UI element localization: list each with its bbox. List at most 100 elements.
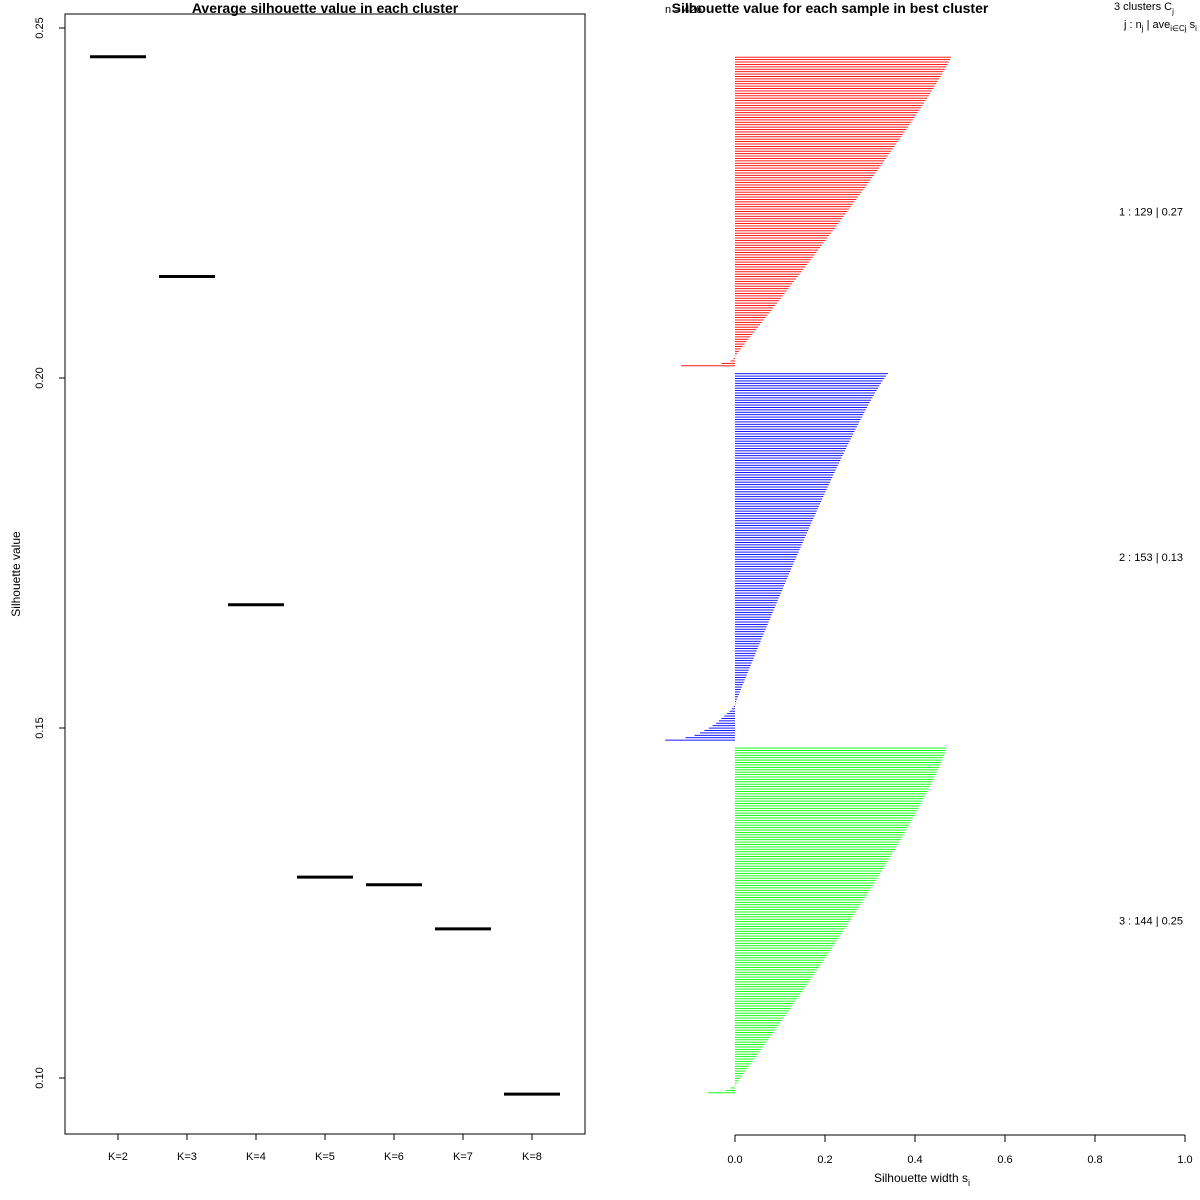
silhouette-bar-cluster-1 — [735, 162, 883, 164]
silhouette-bar-cluster-2 — [735, 616, 771, 618]
silhouette-bar-cluster-3 — [735, 894, 867, 896]
silhouette-bar-cluster-1 — [730, 360, 735, 362]
silhouette-bar-cluster-3 — [735, 762, 942, 763]
left-x-tick-label: K=3 — [177, 1151, 197, 1163]
silhouette-bar-cluster-3 — [735, 812, 916, 814]
silhouette-bar-cluster-3 — [735, 846, 897, 848]
silhouette-bar-cluster-2 — [735, 561, 795, 563]
right-x-tick-label: 0.4 — [907, 1154, 922, 1166]
silhouette-bar-cluster-2 — [665, 739, 735, 741]
silhouette-bar-cluster-2 — [735, 696, 738, 698]
silhouette-bar-cluster-2 — [735, 537, 805, 539]
silhouette-bar-cluster-2 — [735, 474, 834, 476]
silhouette-bar-cluster-3 — [735, 841, 900, 843]
silhouette-bar-cluster-2 — [735, 667, 750, 669]
silhouette-bar-cluster-2 — [735, 556, 797, 558]
silhouette-bar-cluster-3 — [735, 750, 946, 751]
silhouette-bar-cluster-2 — [735, 457, 842, 459]
silhouette-bar-cluster-3 — [735, 1010, 789, 1012]
silhouette-bar-cluster-3 — [735, 983, 808, 985]
silhouette-bar-cluster-1 — [735, 268, 804, 270]
silhouette-bar-cluster-2 — [735, 549, 800, 551]
silhouette-bar-cluster-2 — [735, 380, 883, 382]
silhouette-bar-cluster-1 — [735, 329, 757, 331]
silhouette-bar-cluster-3 — [735, 856, 891, 857]
silhouette-bar-cluster-1 — [735, 95, 929, 97]
silhouette-bar-cluster-2 — [708, 727, 735, 729]
silhouette-bar-cluster-2 — [735, 496, 824, 498]
silhouette-bar-cluster-3 — [735, 815, 915, 817]
silhouette-bar-cluster-2 — [735, 522, 812, 524]
silhouette-bar-cluster-2 — [735, 539, 804, 541]
silhouette-bar-cluster-3 — [735, 778, 934, 780]
silhouette-bar-cluster-2 — [735, 375, 886, 377]
silhouette-bar-cluster-1 — [735, 71, 944, 73]
silhouette-bar-cluster-3 — [735, 947, 832, 949]
silhouette-bar-cluster-3 — [735, 892, 869, 894]
silhouette-bar-cluster-3 — [735, 935, 841, 937]
silhouette-bar-cluster-1 — [735, 283, 793, 285]
right-cluster-labels: 1 : 129 | 0.27 2 : 153 | 0.13 3 : 144 | 0.… — [1119, 206, 1183, 927]
silhouette-bar-cluster-2 — [735, 484, 829, 486]
silhouette-bar-cluster-1 — [735, 355, 736, 357]
silhouette-bar-cluster-3 — [735, 1000, 796, 1002]
silhouette-bar-cluster-3 — [735, 901, 863, 903]
silhouette-bar-cluster-2 — [704, 730, 735, 731]
silhouette-bar-cluster-2 — [735, 570, 791, 572]
silhouette-bar-cluster-3 — [735, 776, 935, 778]
silhouette-bar-cluster-1 — [735, 244, 822, 246]
silhouette-bar-cluster-1 — [735, 249, 819, 251]
silhouette-bar-cluster-1 — [735, 350, 739, 352]
silhouette-bar-cluster-2 — [735, 419, 861, 420]
silhouette-bar-cluster-2 — [735, 655, 755, 657]
silhouette-bar-cluster-2 — [712, 725, 735, 727]
silhouette-bar-cluster-2 — [729, 710, 735, 712]
silhouette-bar-cluster-3 — [735, 957, 826, 959]
silhouette-bar-cluster-3 — [735, 774, 936, 776]
silhouette-bar-cluster-3 — [735, 831, 905, 833]
silhouette-bar-cluster-3 — [735, 819, 912, 821]
silhouette-bar-cluster-1 — [735, 170, 878, 171]
silhouette-bar-cluster-2 — [735, 416, 862, 418]
silhouette-bar-cluster-2 — [735, 551, 799, 553]
silhouette-bar-cluster-1 — [735, 343, 745, 345]
silhouette-bar-cluster-1 — [735, 300, 779, 302]
silhouette-bar-cluster-3 — [735, 795, 925, 797]
left-plot-frame — [64, 13, 586, 1135]
silhouette-bar-cluster-2 — [735, 392, 876, 394]
silhouette-bar-cluster-1 — [735, 172, 876, 174]
silhouette-bar-cluster-3 — [735, 940, 837, 942]
silhouette-bar-cluster-1 — [735, 76, 941, 77]
silhouette-bar-cluster-3 — [735, 1085, 736, 1087]
silhouette-bar-cluster-2 — [735, 443, 849, 445]
silhouette-bar-cluster-2 — [735, 515, 815, 517]
silhouette-bar-cluster-1 — [735, 104, 923, 106]
silhouette-bar-cluster-3 — [735, 945, 834, 947]
silhouette-bar-cluster-2 — [735, 602, 777, 604]
silhouette-bar-cluster-1 — [735, 198, 857, 200]
silhouette-bar-cluster-1 — [735, 211, 848, 212]
silhouette-bar-cluster-3 — [735, 916, 853, 918]
silhouette-bar-cluster-1 — [735, 273, 800, 275]
silhouette-bar-cluster-2 — [735, 645, 759, 647]
silhouette-bar-cluster-3 — [735, 1012, 788, 1014]
silhouette-bar-cluster-2 — [735, 563, 794, 565]
silhouette-bar-cluster-2 — [735, 529, 809, 531]
silhouette-bar-cluster-3 — [735, 981, 810, 983]
silhouette-bar-cluster-1 — [735, 61, 949, 63]
silhouette-bar-cluster-3 — [735, 933, 842, 935]
left-chart-title: Average silhouette value in each cluster — [192, 0, 459, 16]
silhouette-bar-cluster-1 — [735, 179, 871, 181]
silhouette-bar-cluster-1 — [735, 201, 855, 203]
silhouette-bar-cluster-3 — [735, 962, 823, 964]
silhouette-bar-cluster-3 — [735, 918, 852, 920]
silhouette-bar-cluster-1 — [735, 133, 903, 135]
legend-header-right-text: j : n — [1123, 19, 1142, 31]
silhouette-bar-cluster-2 — [735, 527, 810, 529]
silhouette-bar-cluster-2 — [735, 640, 761, 642]
silhouette-bar-cluster-1 — [735, 141, 898, 143]
legend-header-right-tail-sub: i — [1195, 24, 1197, 33]
silhouette-bar-cluster-3 — [735, 899, 864, 901]
silhouette-bar-cluster-3 — [735, 875, 879, 877]
silhouette-bar-cluster-1 — [735, 309, 772, 311]
